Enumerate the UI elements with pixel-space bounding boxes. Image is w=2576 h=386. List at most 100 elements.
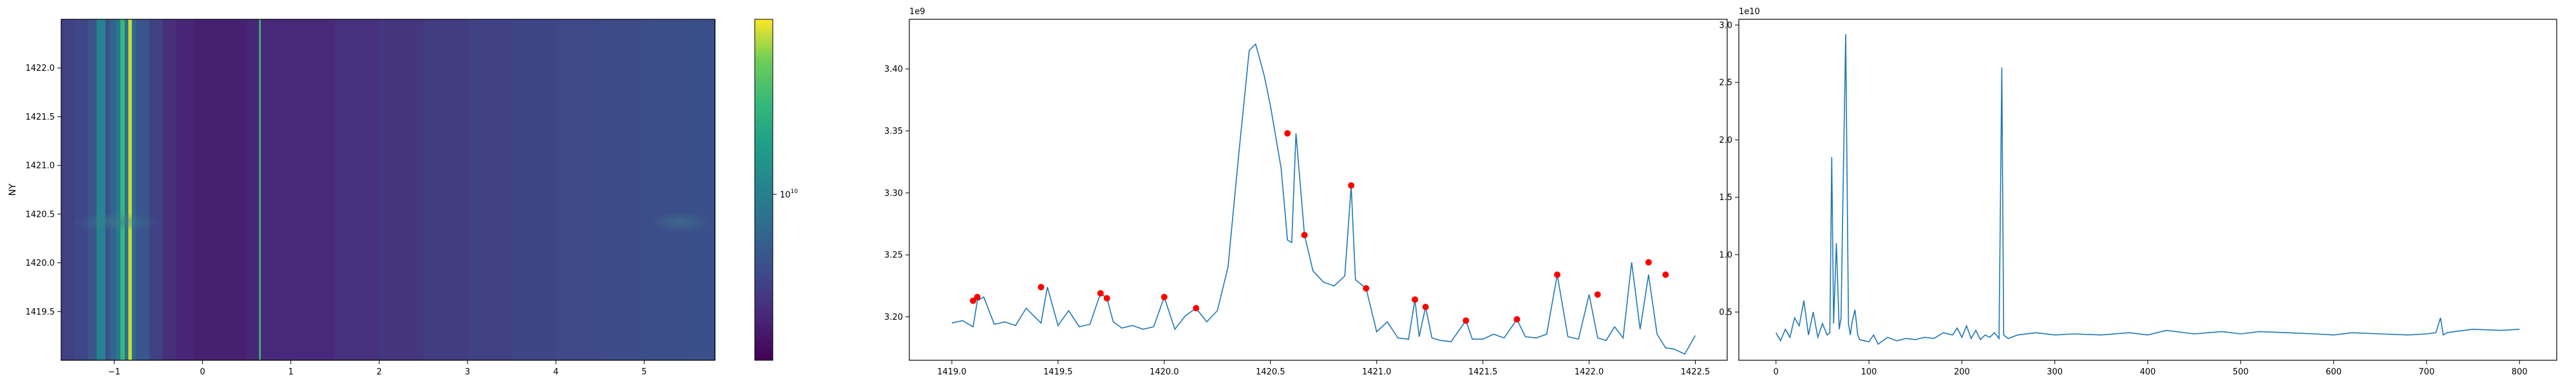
heatmap-column <box>120 19 126 360</box>
index-x-tick-label: 800 <box>2512 367 2528 377</box>
peak-marker <box>1363 285 1370 292</box>
peak-marker <box>1037 284 1045 291</box>
heatmap-x-tick-label: 3 <box>465 367 470 377</box>
peak-marker <box>1193 305 1200 312</box>
heatmap-column <box>109 19 117 360</box>
heatmap-x-tick-label: 1 <box>288 367 293 377</box>
index-axes: 0 100 200 300 400 500 600 700 800 0.5 1.0 1.5 2.0 2.5… <box>1719 21 2527 377</box>
heatmap-column <box>105 19 111 360</box>
heatmap-y-tick-label: 1420.5 <box>26 210 55 219</box>
heatmap-column <box>511 19 556 360</box>
heatmap-column <box>260 19 283 360</box>
heatmap-column <box>136 19 150 360</box>
heatmap-x-tick-label: 2 <box>377 367 382 377</box>
peak-marker <box>1160 293 1168 300</box>
peak-marker <box>1463 317 1470 324</box>
peak-marker <box>1554 271 1561 279</box>
heatmap-column <box>257 19 260 360</box>
heatmap-column <box>220 19 247 360</box>
index-x-tick-label: 300 <box>2047 367 2063 377</box>
spectrum-x-tick-label: 1420.5 <box>1256 367 1285 377</box>
index-plot-frame <box>1738 19 2557 361</box>
peak-marker <box>1412 296 1419 303</box>
index-y-tick-label: 2.5 <box>1719 78 1732 88</box>
peak-marker <box>974 293 981 300</box>
heatmap-column <box>96 19 106 360</box>
heatmap-column <box>423 19 468 360</box>
heatmap-column <box>176 19 194 360</box>
heatmap-column <box>131 19 137 360</box>
spectrum-panel: 1e9 1419.0 1419.5 1420.0 1420.5 1421.0 1421.5… <box>884 7 1728 377</box>
index-line <box>1776 34 2520 345</box>
index-x-tick-label: 100 <box>1861 367 1877 377</box>
index-x-tick-label: 200 <box>1954 367 1970 377</box>
heatmap-column <box>149 19 164 360</box>
colorbar-tick-label: 1010 <box>780 188 798 200</box>
heatmap-image <box>61 19 715 360</box>
heatmap-axes: −1 0 1 2 3 4 5 1419.5 1420.0 1420.5 1421.0 1421.5 14… <box>26 64 647 377</box>
spectrum-axes: 1419.0 1419.5 1420.0 1420.5 1421.0 1421.5 1422… <box>884 65 1710 377</box>
peak-marker <box>1097 290 1104 297</box>
heatmap-column <box>61 19 75 360</box>
heatmap-column <box>335 19 380 360</box>
heatmap-column <box>128 19 133 360</box>
peak-marker <box>1662 271 1669 279</box>
spectrum-x-tick-label: 1421.0 <box>1362 367 1392 377</box>
peak-marker <box>1103 295 1110 302</box>
peak-marker <box>1645 259 1652 266</box>
index-y-tick-label: 0.5 <box>1719 308 1732 318</box>
peak-marker <box>1422 304 1429 311</box>
index-x-tick-label: 400 <box>2140 367 2156 377</box>
spectrum-x-tick-label: 1421.5 <box>1468 367 1498 377</box>
spectrum-y-tick-label: 3.40 <box>884 65 903 75</box>
index-y-tick-label: 3.0 <box>1719 21 1732 30</box>
peak-marker <box>969 297 976 304</box>
heatmap-y-tick-label: 1421.0 <box>26 161 55 171</box>
heatmap-column <box>247 19 258 360</box>
spectrum-x-tick-label: 1419.0 <box>937 367 967 377</box>
heatmap-column <box>600 19 645 360</box>
spectrum-y-tick-label: 3.25 <box>884 251 903 261</box>
heatmap-column <box>644 19 689 360</box>
index-y-tick-label: 1.5 <box>1719 193 1732 203</box>
spectrum-x-tick-label: 1419.5 <box>1043 367 1073 377</box>
heatmap-y-tick-label: 1422.0 <box>26 64 55 73</box>
peak-marker <box>1301 232 1308 239</box>
heatmap-y-tick-label: 1419.5 <box>26 308 55 317</box>
heatmap-x-tick-label: 4 <box>553 367 558 377</box>
index-offset-label: 1e10 <box>1739 7 1760 17</box>
heatmap-plot-frame <box>61 19 715 361</box>
spectrum-offset-label: 1e9 <box>909 7 925 17</box>
heatmap-column <box>116 19 121 360</box>
peak-marker <box>1348 182 1355 189</box>
index-x-tick-label: 700 <box>2419 367 2435 377</box>
spectrum-x-tick-label: 1422.5 <box>1681 367 1710 377</box>
heatmap-column <box>88 19 97 360</box>
heatmap-panel: −1 0 1 2 3 4 5 1419.5 1420.0 1420.5 1421.0 1421.5 14… <box>8 19 715 377</box>
spectrum-plot-frame <box>909 19 1728 361</box>
heatmap-column <box>688 19 715 360</box>
heatmap-column <box>281 19 336 360</box>
heatmap-y-tick-label: 1421.5 <box>26 113 55 122</box>
index-y-tick-label: 1.0 <box>1719 250 1732 260</box>
heatmap-column <box>162 19 176 360</box>
peak-marker <box>1513 316 1520 323</box>
index-x-tick-label: 600 <box>2325 367 2342 377</box>
heatmap-bright-band-left <box>71 213 161 231</box>
heatmap-x-tick-label: 0 <box>200 367 205 377</box>
spectrum-y-tick-label: 3.20 <box>884 313 903 322</box>
peak-marker <box>1284 130 1291 137</box>
heatmap-column <box>74 19 88 360</box>
heatmap-y-axis-label: NY <box>8 183 18 196</box>
heatmap-column <box>467 19 513 360</box>
heatmap-x-tick-label: −1 <box>108 367 120 377</box>
heatmap-x-tick-label: 5 <box>641 367 647 377</box>
heatmap-column <box>379 19 424 360</box>
spectrum-x-tick-label: 1420.0 <box>1150 367 1179 377</box>
heatmap-y-tick-label: 1420.0 <box>26 259 55 268</box>
spectrum-y-tick-label: 3.35 <box>884 127 903 136</box>
spectrum-line <box>951 42 1696 355</box>
heatmap-column <box>259 19 261 360</box>
index-panel: 1e10 0 100 200 300 400 500 600 700 800 0.5 1.0 1.5 2… <box>1719 7 2557 377</box>
spectrum-y-tick-label: 3.30 <box>884 188 903 198</box>
